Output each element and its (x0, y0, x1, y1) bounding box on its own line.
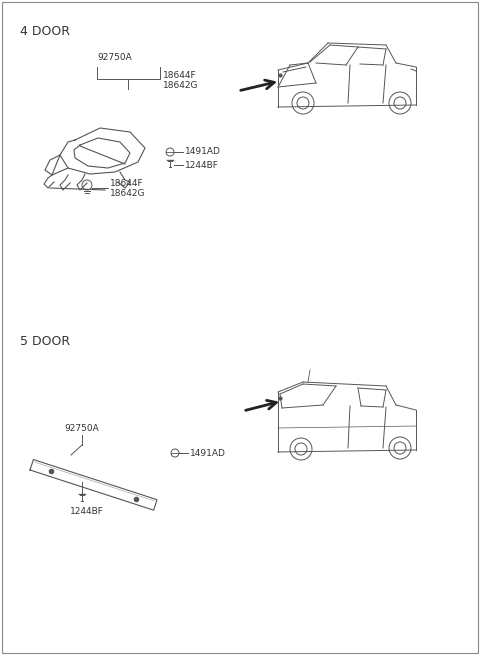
Text: 4 DOOR: 4 DOOR (20, 25, 70, 38)
Text: 18642G: 18642G (163, 81, 199, 90)
Text: 1491AD: 1491AD (190, 449, 226, 457)
Text: 18644F: 18644F (163, 71, 197, 79)
Text: 92750A: 92750A (97, 53, 132, 62)
Text: 1491AD: 1491AD (185, 147, 221, 157)
Text: 18644F: 18644F (110, 179, 144, 189)
Text: 1244BF: 1244BF (185, 160, 219, 170)
Text: 5 DOOR: 5 DOOR (20, 335, 70, 348)
Text: 18642G: 18642G (110, 189, 145, 198)
Text: 1244BF: 1244BF (70, 508, 104, 517)
Text: 92750A: 92750A (65, 424, 99, 433)
